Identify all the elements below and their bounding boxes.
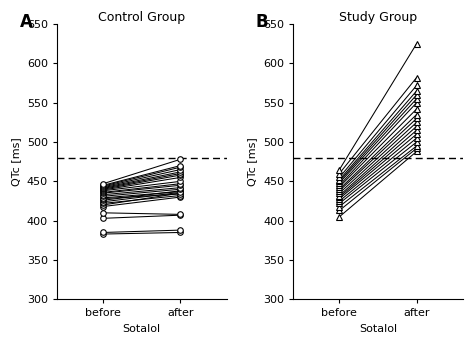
Y-axis label: QTc [ms]: QTc [ms] (247, 137, 257, 186)
Text: B: B (256, 13, 268, 31)
X-axis label: Sotalol: Sotalol (359, 324, 397, 334)
Text: A: A (19, 13, 32, 31)
X-axis label: Sotalol: Sotalol (123, 324, 161, 334)
Title: Study Group: Study Group (339, 11, 417, 24)
Y-axis label: QTc [ms]: QTc [ms] (11, 137, 21, 186)
Title: Control Group: Control Group (98, 11, 185, 24)
